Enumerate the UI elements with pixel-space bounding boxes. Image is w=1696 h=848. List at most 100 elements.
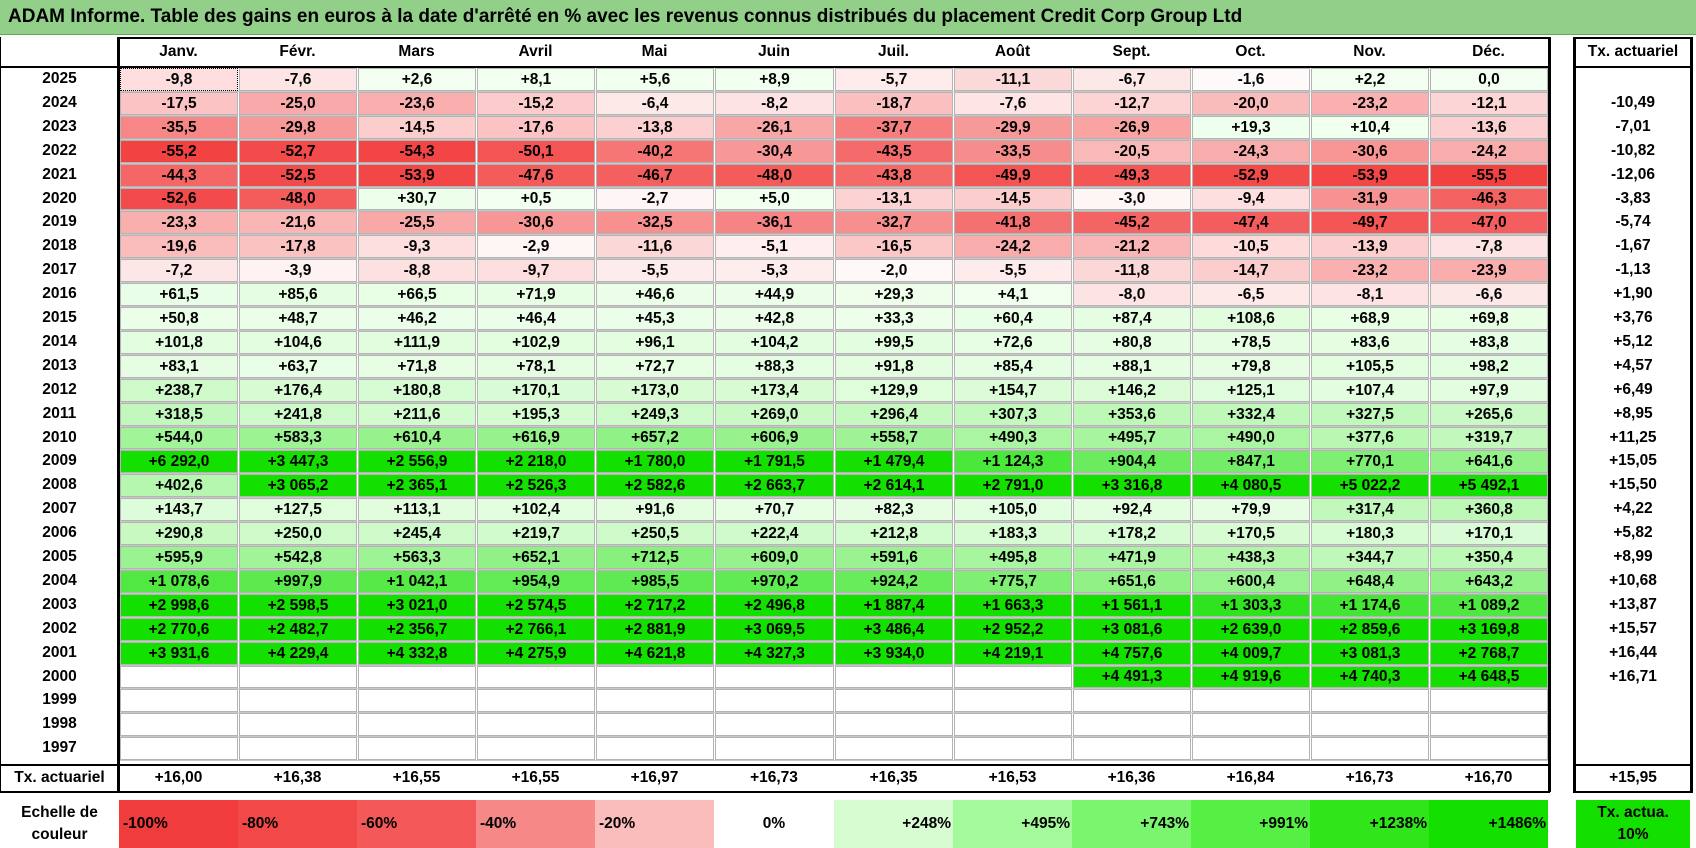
annual-value: -5,74 xyxy=(1615,213,1651,230)
value-cell: -47,6 xyxy=(477,164,595,187)
month-header: Nov. xyxy=(1353,43,1386,60)
annual-value: +15,50 xyxy=(1609,476,1657,493)
color-scale-step: 0% xyxy=(714,800,834,848)
year-label: 2012 xyxy=(42,381,77,398)
value-cell: +91,6 xyxy=(596,498,714,521)
value-cell xyxy=(239,713,357,736)
month-header: Sept. xyxy=(1112,43,1151,60)
color-scale-step: -40% xyxy=(476,800,595,848)
value-cell xyxy=(1073,737,1191,760)
value-cell xyxy=(715,689,834,712)
value-cell: +1 663,3 xyxy=(954,594,1072,617)
value-cell: -45,2 xyxy=(1073,211,1191,234)
value-cell: +775,7 xyxy=(954,570,1072,593)
grid-row-line xyxy=(119,521,1548,522)
value-cell: +643,2 xyxy=(1430,570,1548,593)
value-cell: +360,8 xyxy=(1430,498,1548,521)
value-cell: +350,4 xyxy=(1430,546,1548,569)
year-label: 2004 xyxy=(42,572,77,589)
value-cell: +2,2 xyxy=(1311,68,1429,91)
value-cell: +583,3 xyxy=(239,427,357,449)
value-cell: -7,6 xyxy=(239,68,357,91)
value-cell: -6,7 xyxy=(1073,68,1191,91)
value-cell xyxy=(239,666,357,688)
annual-value: +16,71 xyxy=(1609,667,1657,685)
value-cell: +4 648,5 xyxy=(1430,666,1548,688)
value-cell: +104,2 xyxy=(715,331,834,354)
value-cell: -2,0 xyxy=(835,259,953,282)
value-cell: +616,9 xyxy=(477,427,595,449)
year-label: 2019 xyxy=(42,213,77,230)
value-cell: +657,2 xyxy=(596,427,714,449)
annual-value: -10,49 xyxy=(1611,94,1655,111)
value-cell: -8,1 xyxy=(1311,283,1429,306)
month-header: Juil. xyxy=(877,43,909,60)
footer-value: +16,73 xyxy=(1345,769,1394,786)
value-cell xyxy=(358,713,476,736)
value-cell: +143,7 xyxy=(120,498,238,521)
annual-value xyxy=(1576,688,1690,712)
value-cell: +3 081,6 xyxy=(1073,618,1191,641)
value-cell: +4 009,7 xyxy=(1192,642,1310,665)
value-cell: +173,4 xyxy=(715,379,834,402)
value-cell: +105,5 xyxy=(1311,355,1429,378)
value-cell: -49,3 xyxy=(1073,164,1191,187)
value-cell: +48,7 xyxy=(239,307,357,330)
year-label: 2015 xyxy=(42,309,77,326)
value-cell xyxy=(1192,713,1310,736)
value-cell: +544,0 xyxy=(120,427,238,449)
value-cell: +591,6 xyxy=(835,546,953,569)
value-cell: -52,7 xyxy=(239,140,357,163)
value-cell xyxy=(1192,737,1310,760)
grid-row-line xyxy=(119,593,1548,594)
value-cell: +87,4 xyxy=(1073,307,1191,330)
grid-row-line xyxy=(119,163,1548,164)
month-header: Janv. xyxy=(159,43,198,60)
value-cell xyxy=(835,666,953,688)
year-label: 2001 xyxy=(42,644,77,661)
value-cell: -7,6 xyxy=(954,92,1072,115)
value-cell: +327,5 xyxy=(1311,403,1429,426)
value-cell: -12,1 xyxy=(1430,92,1548,115)
value-cell: +402,6 xyxy=(120,474,238,497)
value-cell: +101,8 xyxy=(120,331,238,354)
footer-value: +16,35 xyxy=(869,769,918,786)
value-cell: +4 219,1 xyxy=(954,642,1072,665)
value-cell: +2 582,6 xyxy=(596,474,714,497)
value-cell: +495,8 xyxy=(954,546,1072,569)
value-cell: +71,9 xyxy=(477,283,595,306)
annual-value xyxy=(1576,736,1690,760)
value-cell: +542,8 xyxy=(239,546,357,569)
value-cell: +222,4 xyxy=(715,522,834,545)
footer-value: +16,00 xyxy=(154,769,203,786)
value-cell xyxy=(239,737,357,760)
grid-row-line xyxy=(119,306,1548,307)
value-cell: +770,1 xyxy=(1311,450,1429,473)
value-cell: -43,8 xyxy=(835,164,953,187)
value-cell: +6 292,0 xyxy=(120,450,238,473)
value-cell: +2 598,5 xyxy=(239,594,357,617)
annual-value: -10,82 xyxy=(1611,142,1655,159)
annual-value: +16,44 xyxy=(1609,644,1657,661)
value-cell: +4 332,8 xyxy=(358,642,476,665)
value-cell: -8,2 xyxy=(715,92,834,115)
value-cell: +180,8 xyxy=(358,379,476,402)
annual-value: +15,57 xyxy=(1609,620,1657,637)
table-border xyxy=(1573,37,1693,39)
table-border xyxy=(1548,37,1551,792)
footer-value: +16,73 xyxy=(750,769,798,786)
value-cell: +0,5 xyxy=(477,188,595,210)
value-cell: +2 526,3 xyxy=(477,474,595,497)
grid-row-line xyxy=(119,91,1548,92)
month-header: Févr. xyxy=(279,43,316,60)
value-cell: +91,8 xyxy=(835,355,953,378)
footer-label: Tx. actuariel xyxy=(14,769,105,786)
value-cell: -49,9 xyxy=(954,164,1072,187)
value-cell: +847,1 xyxy=(1192,450,1310,473)
footer-annual: +15,95 xyxy=(1609,769,1657,786)
value-cell: +107,4 xyxy=(1311,379,1429,402)
table-border xyxy=(1573,66,1693,68)
annual-value: +13,87 xyxy=(1609,596,1657,613)
year-label: 2025 xyxy=(42,70,77,87)
value-cell: +610,4 xyxy=(358,427,476,449)
